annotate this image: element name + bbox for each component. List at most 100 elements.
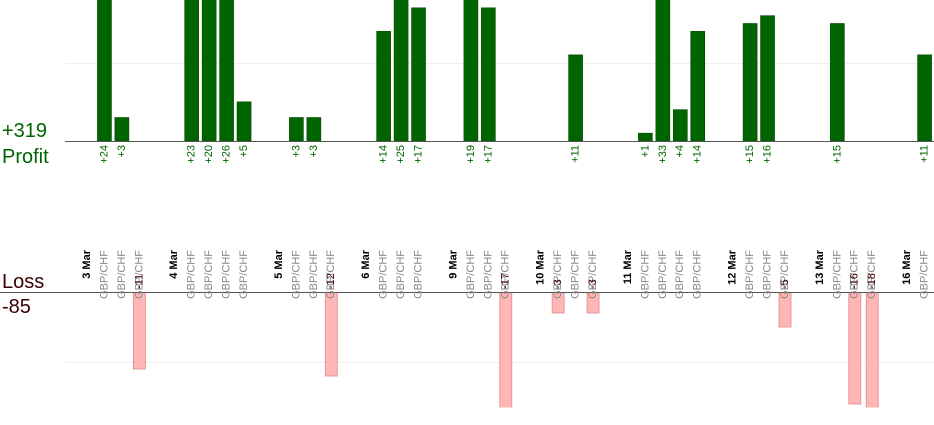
profit-bar [672,109,688,141]
pair-label: GBP/CHF [98,250,110,299]
date-label: 13 Mar [814,249,826,285]
pair-label: GBP/CHF [866,250,878,299]
value-label: -16 [849,273,861,289]
value-label: +3 [116,145,128,158]
date-label: 10 Mar [535,249,547,285]
profit-bar [393,0,409,141]
pair-label: GBP/CHF [570,250,582,299]
pair-label: GBP/CHF [482,250,494,299]
profit-bar [481,7,496,141]
profit-bar [917,54,932,141]
pair-label: GBP/CHF [744,250,756,299]
value-label: +26 [221,145,233,164]
value-label: +17 [412,145,424,164]
date-label: 11 Mar [622,249,634,284]
value-label: -17 [500,273,512,289]
pair-label: GBP/CHF [133,250,145,299]
value-label: +20 [203,145,215,164]
profit-bar [830,23,845,141]
profit-bar [236,101,252,141]
value-label: +25 [395,145,407,164]
loss-bar [848,292,862,405]
profit-label: Profit [2,146,49,168]
profit-bar [219,0,234,141]
profit-bar [760,15,775,141]
value-label: -11 [133,274,145,289]
profit-bar [184,0,199,141]
pair-label: GBP/CHF [238,250,250,299]
pair-label: GBP/CHF [779,250,791,299]
profit-bar [411,7,426,141]
pair-label: GBP/CHF [657,250,669,299]
pair-label: GBP/CHF [378,250,390,299]
pair-label: GBP/CHF [395,250,407,299]
value-label: -3 [552,279,564,289]
pair-label: GBP/CHF [465,250,477,299]
loss-bar [132,292,146,370]
pair-label: GBP/CHF [325,250,337,299]
profit-bar [114,117,130,141]
value-label: +11 [570,145,582,163]
date-label: 4 Mar [168,249,180,278]
value-label: -12 [325,273,337,289]
profit-bar [201,0,217,141]
profit-bar [568,54,583,141]
value-label: +5 [238,145,250,158]
pair-label: GBP/CHF [412,250,424,299]
pair-label: GBP/CHF [290,250,302,299]
pair-label: GBP/CHF [186,250,198,299]
loss-bar [778,292,792,328]
date-label: 9 Mar [447,249,459,278]
pair-label: GBP/CHF [919,250,931,299]
pair-label: GBP/CHF [587,250,599,299]
value-label: +33 [657,145,669,164]
pair-label: GBP/CHF [552,250,564,299]
value-label: +16 [761,145,773,164]
value-label: +3 [290,145,302,158]
pair-label: GBP/CHF [221,250,233,299]
profit-bar [638,132,653,141]
value-label: -18 [866,273,878,289]
value-label: +3 [308,145,320,158]
date-label: 3 Mar [81,249,93,278]
pair-label: GBP/CHF [761,250,773,299]
pair-label: GBP/CHF [831,250,843,299]
profit-bar [742,23,758,141]
value-label: +17 [482,145,494,164]
date-label: 16 Mar [901,249,913,285]
pair-label: GBP/CHF [692,250,704,299]
loss-bar [551,292,565,314]
profit-bar [289,117,304,141]
value-label: +15 [744,145,756,164]
loss-bar [865,292,879,408]
value-label: +14 [692,145,704,164]
value-label: -5 [779,279,791,289]
pair-label: GBP/CHF [116,250,128,299]
date-label: 12 Mar [727,249,739,285]
pair-label: GBP/CHF [203,250,215,299]
value-label: -3 [587,279,599,289]
date-label: 6 Mar [360,249,372,278]
profit-bar [306,117,322,141]
profit-bar [690,31,706,141]
pair-label: GBP/CHF [500,250,512,299]
loss-bar [499,292,513,408]
value-label: +24 [98,145,110,164]
value-label: +4 [674,145,686,158]
pair-label: GBP/CHF [849,250,861,299]
pair-label: GBP/CHF [674,250,686,299]
pair-label: GBP/CHF [308,250,320,299]
profit-bar [376,31,391,141]
date-label: 5 Mar [273,249,285,278]
profit-bar [97,0,112,141]
profit-total: +319 [2,120,47,142]
loss-total: -85 [2,296,31,318]
loss-bar [324,292,338,377]
loss-bar [586,292,600,314]
value-label: +15 [831,145,843,164]
pair-label: GBP/CHF [639,250,651,299]
value-label: +11 [919,145,931,163]
profit-bar [655,0,671,141]
